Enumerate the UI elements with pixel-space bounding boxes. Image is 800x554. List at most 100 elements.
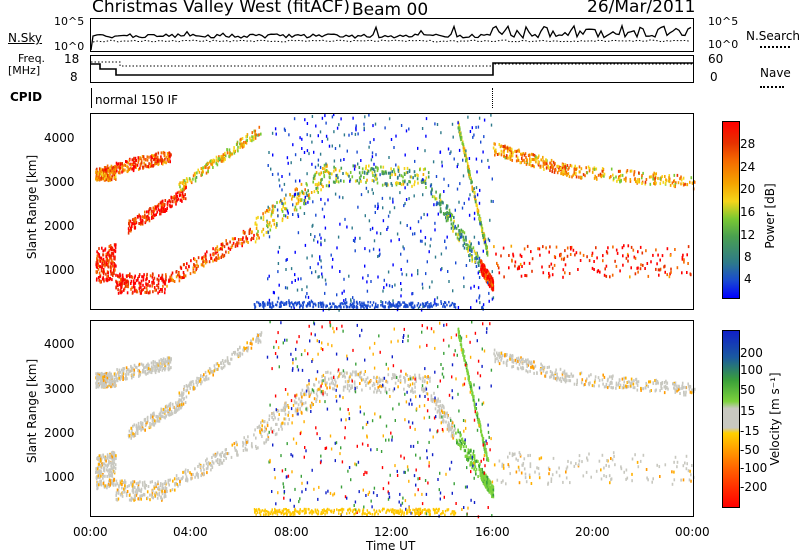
power-cell bbox=[642, 171, 644, 175]
velocity-cell bbox=[142, 427, 145, 431]
power-cell bbox=[668, 179, 670, 183]
power-cell bbox=[262, 218, 265, 221]
ground-cell bbox=[343, 301, 346, 305]
power-noise bbox=[388, 284, 391, 288]
power-noise bbox=[370, 280, 372, 283]
velocity-cell bbox=[190, 380, 192, 384]
nsearch-line bbox=[92, 39, 691, 43]
power-cell bbox=[626, 252, 629, 256]
velocity-cell bbox=[688, 478, 691, 482]
power-noise bbox=[324, 202, 326, 206]
power-cell bbox=[221, 253, 224, 257]
velocity-cell bbox=[522, 357, 524, 361]
power-cell bbox=[151, 284, 153, 288]
power-cell bbox=[101, 265, 103, 269]
power-noise bbox=[346, 149, 348, 153]
power-cell bbox=[674, 182, 677, 186]
power-cell bbox=[254, 132, 256, 136]
power-noise bbox=[293, 193, 296, 197]
power-cell bbox=[170, 278, 173, 282]
ground-cell bbox=[254, 305, 257, 308]
velocity-cell bbox=[115, 491, 118, 495]
power-cell bbox=[106, 275, 109, 278]
power-cell bbox=[224, 151, 226, 155]
power-cell bbox=[136, 163, 139, 167]
velocity-cell bbox=[458, 438, 461, 442]
power-cell bbox=[537, 247, 539, 251]
power-noise bbox=[287, 211, 289, 215]
velocity-cell bbox=[224, 455, 226, 458]
power-cell bbox=[105, 262, 108, 266]
power-cell bbox=[155, 288, 157, 292]
velocity-cell bbox=[379, 390, 382, 394]
power-cell bbox=[682, 183, 685, 187]
power-cell bbox=[322, 170, 325, 174]
power-cb-8: 8 bbox=[744, 250, 752, 264]
ground-cell bbox=[280, 302, 282, 306]
power-cell bbox=[588, 169, 591, 173]
power-cell bbox=[134, 162, 137, 166]
velocity-cell bbox=[102, 455, 105, 459]
power-cell bbox=[156, 277, 159, 281]
power-noise bbox=[379, 232, 382, 236]
power-noise bbox=[317, 303, 320, 307]
power-cell bbox=[480, 263, 483, 267]
power-noise bbox=[429, 244, 431, 248]
power-cell bbox=[539, 253, 541, 257]
power-cell bbox=[225, 239, 227, 243]
power-cell bbox=[143, 161, 145, 165]
power-cell bbox=[480, 268, 482, 272]
velocity-cell bbox=[674, 383, 676, 387]
power-cell bbox=[493, 142, 495, 146]
velocity-cell bbox=[143, 366, 145, 370]
ground-cell bbox=[332, 302, 334, 305]
power-cell bbox=[630, 245, 633, 249]
velocity-cell bbox=[185, 384, 188, 387]
velocity-cell bbox=[231, 443, 234, 447]
ground-cell bbox=[260, 303, 262, 307]
ground-cell bbox=[263, 306, 265, 309]
power-cell bbox=[172, 278, 174, 282]
power-cell bbox=[560, 167, 562, 170]
velocity-cell bbox=[170, 412, 172, 416]
power-noise bbox=[320, 265, 323, 269]
power-cell bbox=[149, 207, 152, 211]
power-cell bbox=[520, 274, 523, 278]
velocity-cell bbox=[625, 376, 627, 380]
power-noise bbox=[293, 117, 296, 121]
power-cell bbox=[112, 260, 114, 264]
power-cell bbox=[568, 175, 571, 179]
ground-cell bbox=[362, 303, 364, 306]
ground-cell bbox=[450, 303, 453, 307]
freq-panel bbox=[90, 55, 694, 83]
power-cell bbox=[139, 163, 142, 167]
ground-cell bbox=[309, 301, 311, 304]
power-cell bbox=[618, 176, 621, 180]
power-noise bbox=[294, 192, 296, 196]
velocity-cell bbox=[123, 481, 126, 484]
power-cell bbox=[652, 175, 654, 179]
power-cell bbox=[670, 270, 672, 274]
power-cell bbox=[262, 212, 264, 216]
velocity-cell bbox=[451, 431, 453, 435]
power-cell bbox=[385, 171, 387, 175]
power-noise bbox=[377, 202, 379, 206]
ground-cell bbox=[411, 301, 414, 305]
power-cell bbox=[169, 160, 171, 164]
power-cell bbox=[115, 273, 117, 277]
power-cell bbox=[149, 162, 152, 166]
velocity-cell bbox=[175, 474, 178, 478]
power-cell bbox=[693, 180, 696, 184]
power-cell bbox=[113, 248, 115, 252]
power-cell bbox=[669, 183, 672, 187]
power-cell bbox=[365, 180, 367, 184]
power-cell bbox=[224, 157, 226, 161]
velocity-cell bbox=[185, 389, 187, 393]
power-cell bbox=[433, 195, 436, 199]
power-cell bbox=[109, 276, 112, 280]
power-cell bbox=[673, 184, 675, 188]
power-cell bbox=[613, 176, 615, 180]
power-cell bbox=[478, 264, 480, 267]
power-cell bbox=[476, 209, 479, 213]
velocity-cell bbox=[97, 481, 99, 485]
